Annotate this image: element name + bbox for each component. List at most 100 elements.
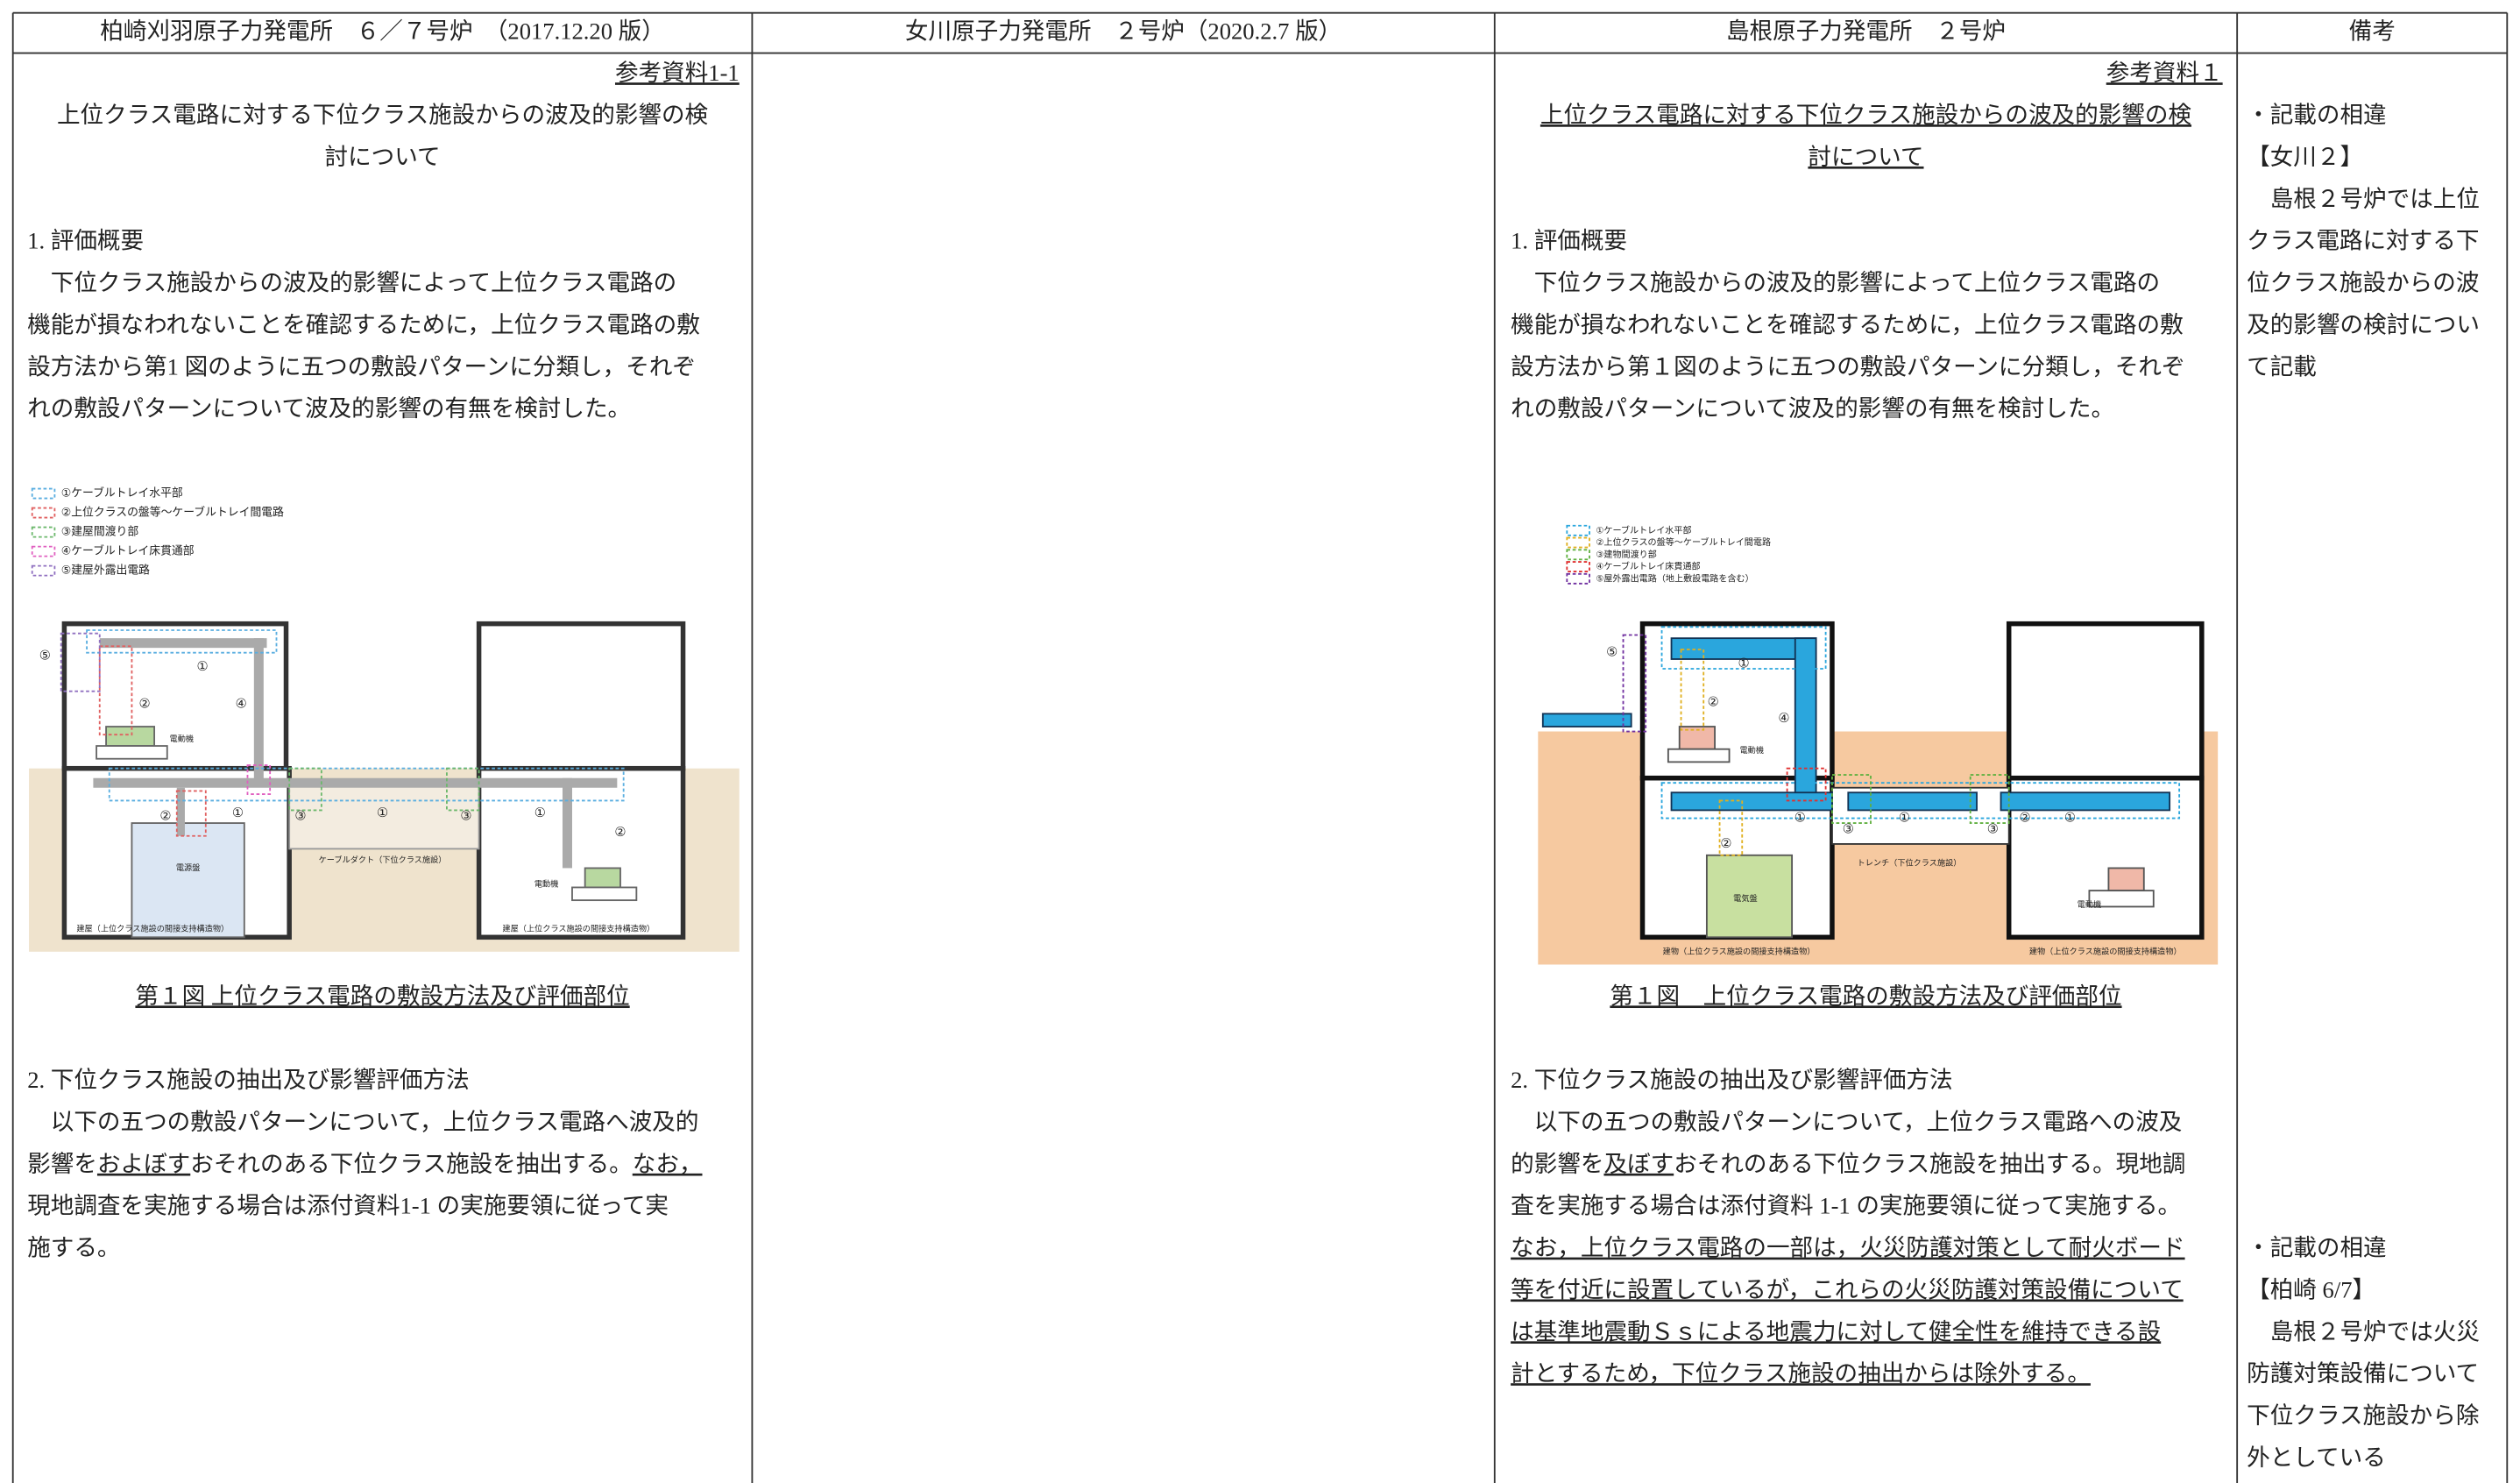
text-run: なお，上位クラス電路の一部は，火災防護対策として耐火ボード bbox=[1511, 1235, 2184, 1261]
figure-label: 電動機 bbox=[170, 734, 194, 744]
shape bbox=[86, 629, 278, 654]
remark-line: 島根２号炉では火災 bbox=[2247, 1318, 2480, 1345]
shape bbox=[1718, 799, 1744, 856]
callout: ③ bbox=[1843, 821, 1854, 836]
text-run: 【女川２】 bbox=[2247, 144, 2363, 170]
callout: ② bbox=[159, 809, 171, 824]
shape bbox=[2088, 890, 2155, 908]
callout: ① bbox=[377, 805, 388, 820]
header-cell: 備考 bbox=[2349, 18, 2396, 45]
shape bbox=[105, 726, 156, 747]
shape bbox=[1670, 791, 1833, 812]
shape bbox=[1660, 626, 1827, 670]
paragraph-line: 計とするため，下位クラス施設の抽出からは除外する。 bbox=[1511, 1360, 2091, 1387]
text-run: 設方法から第1 図のように五つの敷設パターンに分類し，それぞ bbox=[27, 353, 696, 380]
shape bbox=[131, 822, 245, 939]
shape bbox=[1667, 748, 1731, 763]
figure: ①ケーブルトレイ水平部②上位クラスの盤等～ケーブルトレイ間電路③建物間渡り部④ケ… bbox=[1538, 524, 2219, 965]
text-run: ・記載の相違 bbox=[2247, 102, 2386, 128]
section-heading: 1. 評価概要 bbox=[1511, 228, 1627, 254]
callout: ① bbox=[232, 805, 244, 820]
figure-label: 電動機 bbox=[1740, 745, 1764, 756]
text-run: 計とするため，下位クラス施設の抽出からは除外する。 bbox=[1511, 1360, 2091, 1387]
shape bbox=[1680, 649, 1705, 731]
text-run: 影響を bbox=[27, 1151, 97, 1177]
text-run: 機能が損なわれないことを確認するために，上位クラス電路の敷 bbox=[1511, 312, 2184, 338]
figure-label: 建屋（上位クラス施設の間接支持構造物） bbox=[502, 924, 655, 934]
title-line: 上位クラス電路に対する下位クラス施設からの波及的影響の検 bbox=[1540, 102, 2192, 128]
shape bbox=[60, 632, 101, 692]
text-run: 以下の五つの敷設パターンについて，上位クラス電路へ波及的 bbox=[27, 1109, 698, 1135]
shape bbox=[1566, 536, 1590, 549]
callout: ② bbox=[2019, 811, 2030, 826]
callout: ④ bbox=[236, 696, 247, 711]
paragraph-line: 査を実施する場合は添付資料 1-1 の実施要領に従って実施する。 bbox=[1511, 1193, 2181, 1219]
callout: ② bbox=[1720, 836, 1731, 851]
paragraph-line: 的影響を及ぼすおそれのある下位クラス施設を抽出する。現地調 bbox=[1511, 1151, 2185, 1177]
legend-label: ①ケーブルトレイ水平部 bbox=[61, 486, 183, 500]
text-run: 参考資料1-1 bbox=[615, 60, 740, 86]
text-run: 的影響を bbox=[1511, 1151, 1603, 1177]
shape bbox=[31, 487, 56, 500]
legend-label: ③建物間渡り部 bbox=[1596, 549, 1657, 560]
shape bbox=[2000, 791, 2171, 812]
text-run: 防護対策設備について bbox=[2247, 1360, 2479, 1387]
callout: ② bbox=[139, 696, 151, 711]
shape bbox=[1786, 767, 1827, 802]
text-run: 討について bbox=[1808, 144, 1923, 170]
callout: ④ bbox=[1778, 711, 1789, 726]
figure-label: 建物（上位クラス施設の間接支持構造物） bbox=[1663, 946, 1816, 956]
shape bbox=[562, 777, 572, 869]
shape bbox=[99, 638, 267, 649]
figure-label: 建屋（上位クラス施設の間接支持構造物） bbox=[76, 924, 229, 934]
figure-label: 電気盤 bbox=[1733, 893, 1757, 904]
header-cell: 島根原子力発電所 ２号炉 bbox=[1726, 18, 2006, 45]
text-run: 第１図 上位クラス電路の敷設方法及び評価部位 bbox=[1610, 983, 2121, 1009]
text-run: 現地調査を実施する場合は添付資料1-1 の実施要領に従って実 bbox=[27, 1193, 669, 1219]
shape bbox=[31, 564, 56, 577]
header-cell: 柏崎刈羽原子力発電所 ６／７号炉 （2017.12.20 版） bbox=[100, 18, 665, 45]
shape bbox=[96, 745, 168, 760]
shape bbox=[175, 790, 207, 837]
callout: ① bbox=[1794, 811, 1806, 826]
text-run: 1. 評価概要 bbox=[1511, 228, 1627, 254]
text-run: は基準地震動Ｓｓによる地震力に対して健全性を維持できる設 bbox=[1511, 1318, 2161, 1345]
legend-label: ⑤建屋外露出電路 bbox=[61, 564, 150, 578]
text-run: 及ぼす bbox=[1603, 1151, 1674, 1177]
remark-line: 【柏崎 6/7】 bbox=[2247, 1277, 2375, 1303]
title-line: 討について bbox=[325, 144, 441, 170]
shape bbox=[1566, 549, 1590, 561]
header-cell: 女川原子力発電所 ２号炉（2020.2.7 版） bbox=[905, 18, 1341, 45]
paragraph-line: れの敷設パターンについて波及的影響の有無を検討した。 bbox=[27, 395, 631, 422]
figure-label: トレンチ（下位クラス施設） bbox=[1858, 857, 1962, 868]
shape bbox=[1831, 774, 1872, 824]
paragraph-line: 以下の五つの敷設パターンについて，上位クラス電路への波及 bbox=[1511, 1109, 2182, 1135]
shape bbox=[1622, 634, 1647, 733]
remark-line: ・記載の相違 bbox=[2247, 1235, 2386, 1261]
shape bbox=[1660, 782, 2181, 820]
shape bbox=[446, 767, 480, 812]
text-run: 島根２号炉では火災 bbox=[2247, 1318, 2480, 1345]
text-run: て記載 bbox=[2247, 353, 2317, 380]
figure-label: 電動機 bbox=[534, 878, 558, 889]
shape bbox=[1705, 854, 1794, 939]
paragraph-line: 機能が損なわれないことを確認するために，上位クラス電路の敷 bbox=[1511, 312, 2184, 338]
text-run: 2. 下位クラス施設の抽出及び影響評価方法 bbox=[27, 1067, 469, 1093]
text-run: ・記載の相違 bbox=[2247, 1235, 2386, 1261]
remark-line: 位クラス施設からの波 bbox=[2247, 270, 2479, 296]
callout: ① bbox=[197, 659, 209, 674]
table-grid bbox=[11, 11, 2509, 1483]
section-heading: 2. 下位クラス施設の抽出及び影響評価方法 bbox=[1511, 1067, 1952, 1093]
callout: ① bbox=[534, 805, 546, 820]
figure-label: 電動機 bbox=[2078, 899, 2101, 910]
paragraph-line: れの敷設パターンについて波及的影響の有無を検討した。 bbox=[1511, 395, 2114, 422]
text-run: 島根２号炉では上位 bbox=[2247, 186, 2480, 212]
remark-line: 下位クラス施設から除 bbox=[2247, 1402, 2479, 1429]
figure-label: ケーブルダクト（下位クラス施設） bbox=[319, 855, 447, 865]
text-run: 上位クラス電路に対する下位クラス施設からの波及的影響の検 bbox=[57, 102, 709, 128]
section-heading: 1. 評価概要 bbox=[27, 228, 144, 254]
shape bbox=[476, 765, 686, 940]
remark-line: 防護対策設備について bbox=[2247, 1360, 2479, 1387]
legend-label: ②上位クラスの盤等～ケーブルトレイ間電路 bbox=[1596, 536, 1771, 548]
text-run: 査を実施する場合は添付資料 1-1 の実施要領に従って実施する。 bbox=[1511, 1193, 2181, 1219]
